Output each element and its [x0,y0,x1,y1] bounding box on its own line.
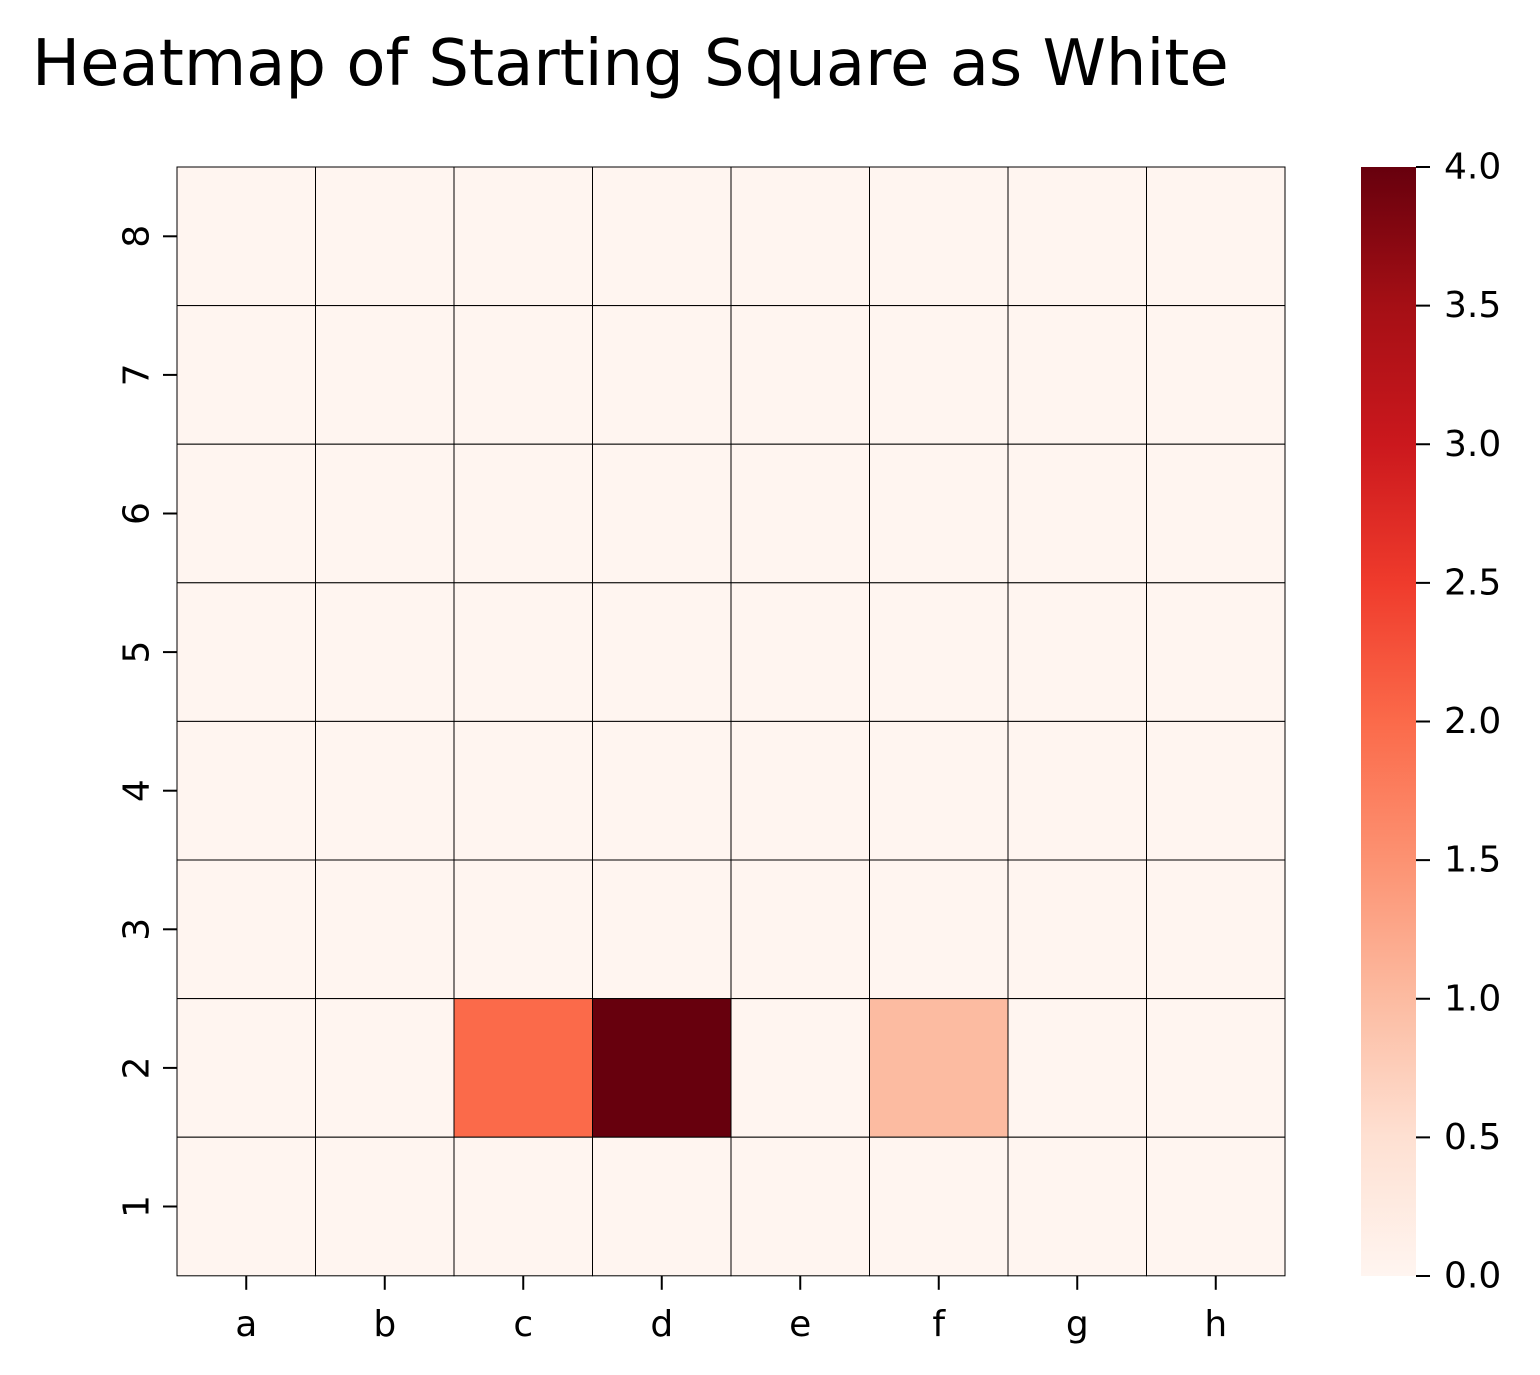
heatmap-cell-f1 [869,1136,1009,1277]
heatmap-cell-d5 [592,582,732,722]
heatmap-cell-c2 [453,998,593,1138]
heatmap-cell-g1 [1007,1136,1147,1277]
heatmap-cell-f5 [869,582,1009,722]
heatmap-cell-d6 [592,443,732,584]
colorbar-tick-label: 0.5 [1444,1117,1501,1158]
heatmap-cell-h1 [1146,1136,1286,1277]
y-tick-label: 4 [117,779,158,802]
x-tick-label: a [235,1304,257,1345]
heatmap-cell-b3 [315,859,455,1000]
y-tick-label: 5 [117,641,158,664]
heatmap-cell-e4 [730,720,870,861]
heatmap-cell-g2 [1007,998,1147,1138]
heatmap-cell-d2 [592,998,732,1138]
y-tick-label: 7 [117,363,158,386]
x-tick-label: d [650,1304,673,1345]
heatmap-cell-g3 [1007,859,1147,1000]
colorbar-tick-label: 3.5 [1444,285,1501,326]
heatmap-cell-g4 [1007,720,1147,861]
heatmap-cell-f3 [869,859,1009,1000]
heatmap-cell-c6 [453,443,593,584]
heatmap-cell-c1 [453,1136,593,1277]
heatmap-cell-a3 [176,859,316,1000]
heatmap-cell-c8 [453,166,593,307]
heatmap-cell-f8 [869,166,1009,307]
heatmap-cell-h4 [1146,720,1286,861]
heatmap-cell-g8 [1007,166,1147,307]
colorbar-tick-label: 3.0 [1444,424,1501,465]
y-tick-label: 2 [117,1056,158,1079]
heatmap-cell-d1 [592,1136,732,1277]
heatmap-cell-h5 [1146,582,1286,722]
heatmap-cell-f6 [869,443,1009,584]
x-tick-label: b [373,1304,396,1345]
heatmap-cell-h6 [1146,443,1286,584]
colorbar-tick-label: 1.0 [1444,978,1501,1019]
heatmap-cell-h8 [1146,166,1286,307]
colorbar: 0.0 0.5 1.0 1.5 2.0 2.5 3.0 3.5 4.0 [1361,147,1501,1297]
heatmap-cell-f4 [869,720,1009,861]
heatmap-cell-a6 [176,443,316,584]
heatmap-cells [176,166,1286,1277]
heatmap-cell-e3 [730,859,870,1000]
heatmap-cell-g5 [1007,582,1147,722]
x-tick-label: g [1066,1304,1089,1345]
colorbar-tick-label: 4.0 [1444,147,1501,188]
heatmap-cell-e7 [730,305,870,445]
heatmap-cell-c3 [453,859,593,1000]
heatmap-cell-b7 [315,305,455,445]
x-tick-label: e [789,1304,811,1345]
heatmap-cell-b6 [315,443,455,584]
heatmap-cell-d7 [592,305,732,445]
heatmap-cell-f2 [869,998,1009,1138]
heatmap-cell-f7 [869,305,1009,445]
heatmap-cell-a1 [176,1136,316,1277]
heatmap-cell-h2 [1146,998,1286,1138]
x-tick-label: c [513,1304,533,1345]
heatmap-cell-a2 [176,998,316,1138]
heatmap-cell-a8 [176,166,316,307]
heatmap-cell-c7 [453,305,593,445]
heatmap-cell-b2 [315,998,455,1138]
y-tick-label: 8 [117,225,158,248]
x-axis: a b c d e f g h [235,1275,1227,1345]
x-tick-label: h [1204,1304,1227,1345]
heatmap-cell-b8 [315,166,455,307]
colorbar-gradient [1361,167,1416,1276]
heatmap-cell-g6 [1007,443,1147,584]
heatmap-cell-e5 [730,582,870,722]
colorbar-tick-label: 2.5 [1444,562,1501,603]
colorbar-tick-label: 0.0 [1444,1256,1501,1297]
heatmap-cell-d8 [592,166,732,307]
chart-title: Heatmap of Starting Square as White [32,27,1229,101]
y-axis: 8 7 6 5 4 3 2 1 [117,225,177,1218]
heatmap-cell-b5 [315,582,455,722]
colorbar-ticks: 0.0 0.5 1.0 1.5 2.0 2.5 3.0 3.5 4.0 [1416,147,1501,1297]
heatmap-cell-a7 [176,305,316,445]
heatmap-cell-e6 [730,443,870,584]
heatmap-cell-a5 [176,582,316,722]
heatmap-cell-e8 [730,166,870,307]
colorbar-tick-label: 1.5 [1444,840,1501,881]
heatmap-cell-e1 [730,1136,870,1277]
heatmap-cell-e2 [730,998,870,1138]
heatmap-cell-h3 [1146,859,1286,1000]
heatmap-cell-a4 [176,720,316,861]
heatmap-cell-d4 [592,720,732,861]
heatmap-cell-b4 [315,720,455,861]
x-tick-label: f [932,1304,946,1345]
y-tick-label: 6 [117,502,158,525]
heatmap-cell-c5 [453,582,593,722]
y-tick-label: 3 [117,918,158,941]
heatmap-cell-h7 [1146,305,1286,445]
y-tick-label: 1 [117,1195,158,1218]
heatmap-cell-d3 [592,859,732,1000]
heatmap-cell-c4 [453,720,593,861]
colorbar-tick-label: 2.0 [1444,701,1501,742]
heatmap-cell-b1 [315,1136,455,1277]
heatmap-cell-g7 [1007,305,1147,445]
